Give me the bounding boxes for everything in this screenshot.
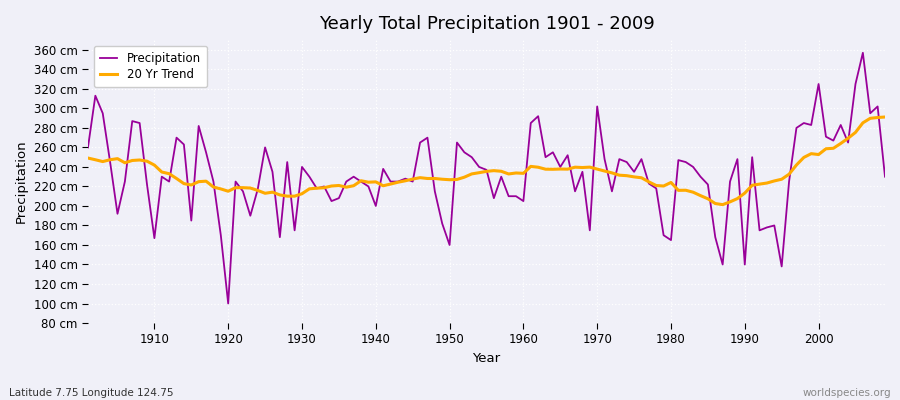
Precipitation xyxy=(311,186,322,191)
20 Yr Trend xyxy=(518,171,529,176)
Precipitation xyxy=(518,199,529,204)
Precipitation xyxy=(141,182,152,187)
20 Yr Trend xyxy=(141,159,152,164)
Legend: Precipitation, 20 Yr Trend: Precipitation, 20 Yr Trend xyxy=(94,46,207,87)
20 Yr Trend xyxy=(83,156,94,160)
Precipitation xyxy=(356,179,366,184)
Precipitation xyxy=(83,145,94,150)
Line: 20 Yr Trend: 20 Yr Trend xyxy=(88,117,885,205)
Y-axis label: Precipitation: Precipitation xyxy=(15,140,28,223)
Precipitation xyxy=(223,301,234,306)
20 Yr Trend xyxy=(304,186,315,191)
Line: Precipitation: Precipitation xyxy=(88,53,885,304)
Text: worldspecies.org: worldspecies.org xyxy=(803,388,891,398)
20 Yr Trend xyxy=(879,115,890,120)
20 Yr Trend xyxy=(510,170,521,175)
Precipitation xyxy=(614,157,625,162)
Precipitation xyxy=(858,50,868,55)
Text: Latitude 7.75 Longitude 124.75: Latitude 7.75 Longitude 124.75 xyxy=(9,388,174,398)
X-axis label: Year: Year xyxy=(472,352,500,365)
Precipitation xyxy=(879,174,890,179)
Title: Yearly Total Precipitation 1901 - 2009: Yearly Total Precipitation 1901 - 2009 xyxy=(319,15,654,33)
20 Yr Trend xyxy=(348,183,359,188)
20 Yr Trend xyxy=(717,202,728,207)
Precipitation xyxy=(526,121,536,126)
20 Yr Trend xyxy=(607,170,617,175)
